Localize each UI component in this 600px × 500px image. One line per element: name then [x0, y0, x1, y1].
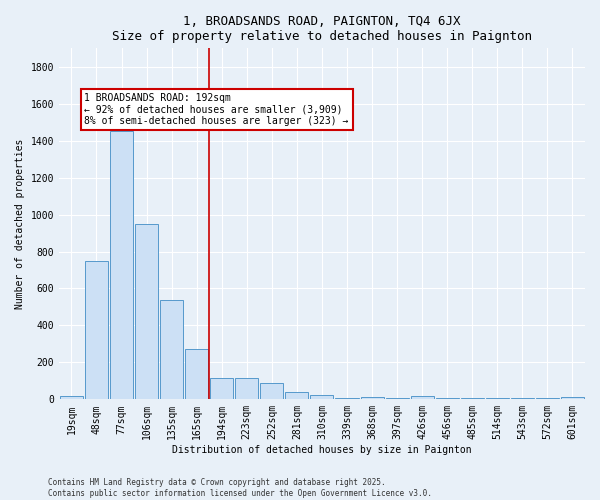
Bar [461, 398, 484, 400]
X-axis label: Distribution of detached houses by size in Paignton: Distribution of detached houses by size … [172, 445, 472, 455]
Bar [160, 300, 183, 400]
Bar [335, 398, 359, 400]
Bar [185, 350, 208, 400]
Bar [135, 224, 158, 400]
Text: 1 BROADSANDS ROAD: 192sqm
← 92% of detached houses are smaller (3,909)
8% of sem: 1 BROADSANDS ROAD: 192sqm ← 92% of detac… [85, 92, 349, 126]
Bar [286, 392, 308, 400]
Bar [410, 396, 434, 400]
Bar [361, 396, 383, 400]
Bar [60, 396, 83, 400]
Title: 1, BROADSANDS ROAD, PAIGNTON, TQ4 6JX
Size of property relative to detached hous: 1, BROADSANDS ROAD, PAIGNTON, TQ4 6JX Si… [112, 15, 532, 43]
Text: Contains HM Land Registry data © Crown copyright and database right 2025.
Contai: Contains HM Land Registry data © Crown c… [48, 478, 432, 498]
Bar [235, 378, 259, 400]
Bar [210, 378, 233, 400]
Bar [536, 398, 559, 400]
Y-axis label: Number of detached properties: Number of detached properties [15, 138, 25, 309]
Bar [561, 396, 584, 400]
Bar [110, 132, 133, 400]
Bar [486, 398, 509, 400]
Bar [436, 398, 459, 400]
Bar [85, 261, 108, 400]
Bar [386, 398, 409, 400]
Bar [310, 394, 334, 400]
Bar [260, 382, 283, 400]
Bar [511, 398, 534, 400]
